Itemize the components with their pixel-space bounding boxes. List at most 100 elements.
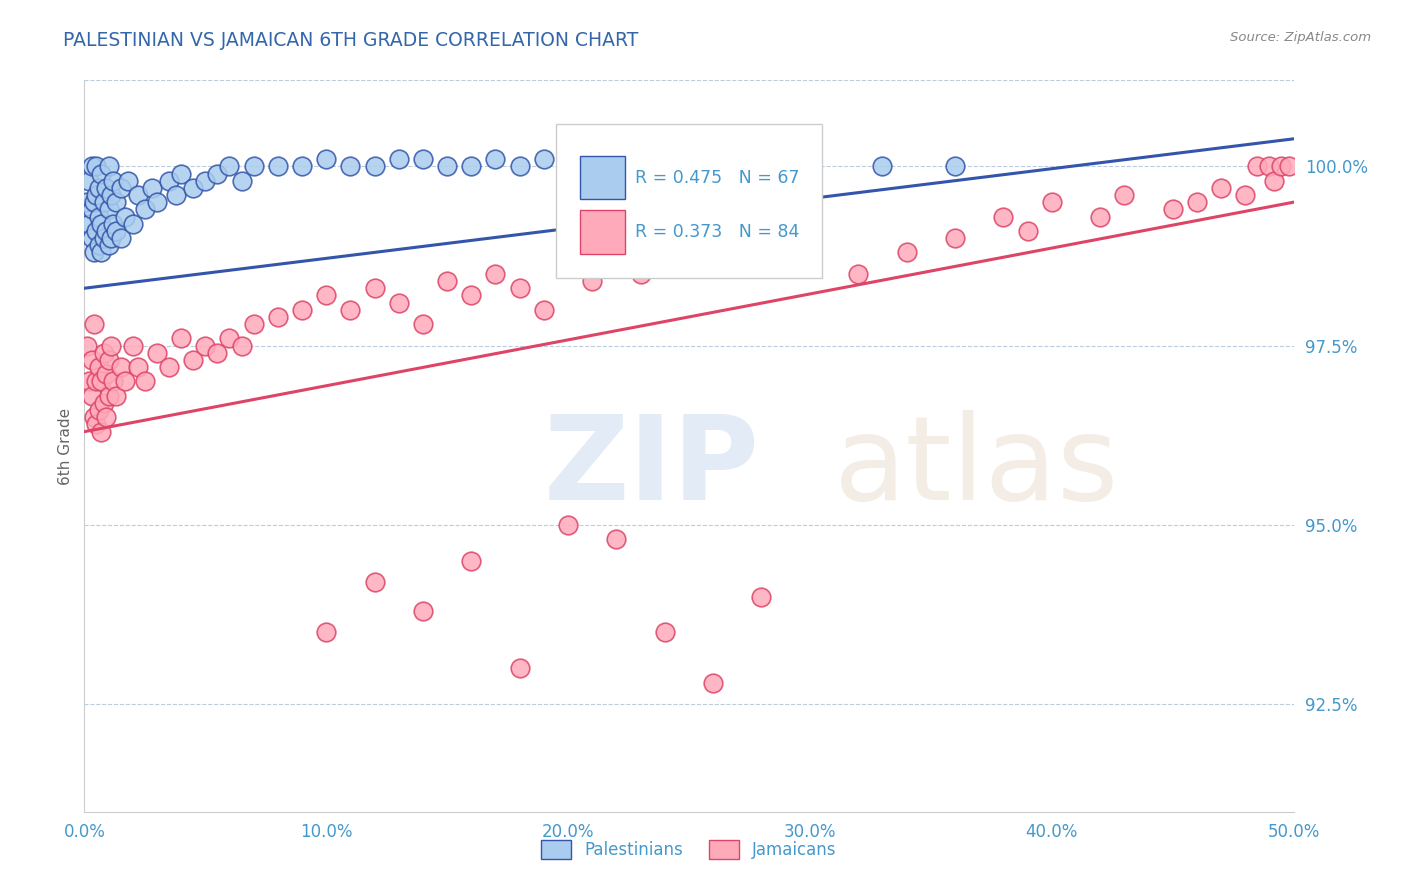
Point [484,267,506,281]
Point [87,181,110,195]
Point [557,517,579,532]
Point [94,368,117,382]
Point [1209,181,1232,195]
Point [104,224,127,238]
Point [80,389,103,403]
Point [103,375,125,389]
Point [104,195,127,210]
Point [630,267,652,281]
Point [460,554,482,568]
Point [896,245,918,260]
Point [581,274,603,288]
Point [460,159,482,173]
Point [80,231,103,245]
Point [363,159,385,173]
Point [751,590,773,604]
Point [1017,224,1039,238]
Point [86,375,108,389]
Point [460,288,482,302]
Point [87,360,110,375]
Point [799,152,821,166]
Point [97,353,120,368]
Point [339,302,361,317]
Point [751,224,773,238]
Point [90,375,112,389]
Point [943,231,966,245]
Point [339,159,361,173]
Point [93,231,115,245]
Point [146,345,169,359]
Point [207,345,229,359]
Point [90,425,112,439]
Point [83,410,105,425]
Point [291,159,314,173]
Point [702,675,724,690]
Point [97,159,120,173]
Point [110,231,132,245]
Point [100,338,122,352]
Point [121,338,143,352]
Point [94,224,117,238]
Point [87,210,110,224]
Point [134,375,156,389]
Point [678,252,700,267]
Point [751,152,773,166]
Point [76,338,98,352]
Point [94,181,117,195]
Point [127,360,149,375]
Point [134,202,156,217]
Point [207,167,229,181]
Y-axis label: 6th Grade: 6th Grade [58,408,73,484]
Text: Source: ZipAtlas.com: Source: ZipAtlas.com [1230,31,1371,45]
Point [114,210,136,224]
Point [412,317,434,331]
Point [605,533,627,547]
Point [94,410,117,425]
Point [117,174,139,188]
Point [165,188,187,202]
Point [654,625,676,640]
Point [103,217,125,231]
Point [678,159,700,173]
FancyBboxPatch shape [581,155,624,199]
Point [93,195,115,210]
Point [86,188,108,202]
Text: R = 0.373   N = 84: R = 0.373 N = 84 [634,223,799,242]
Point [87,238,110,252]
Point [110,360,132,375]
Point [1114,188,1136,202]
Point [315,288,337,302]
Text: PALESTINIAN VS JAMAICAN 6TH GRADE CORRELATION CHART: PALESTINIAN VS JAMAICAN 6TH GRADE CORREL… [63,31,638,50]
Point [291,302,314,317]
Text: R = 0.475   N = 67: R = 0.475 N = 67 [634,169,799,186]
Point [97,389,120,403]
Point [267,310,290,324]
Point [1263,174,1285,188]
Point [77,217,100,231]
Point [181,353,204,368]
Point [218,331,240,345]
Point [509,281,531,295]
Point [412,604,434,618]
Point [533,302,555,317]
FancyBboxPatch shape [555,124,823,277]
Point [110,181,132,195]
Point [363,281,385,295]
Point [1270,159,1292,173]
Point [654,238,676,252]
Point [80,353,103,368]
Point [83,195,105,210]
Point [170,167,193,181]
Point [267,159,290,173]
Text: ZIP: ZIP [544,410,759,525]
Point [242,317,264,331]
Point [100,188,122,202]
Point [86,159,108,173]
Point [315,625,337,640]
Point [97,238,120,252]
Point [77,375,100,389]
FancyBboxPatch shape [581,211,624,253]
Point [121,217,143,231]
Point [605,159,627,173]
Point [315,152,337,166]
